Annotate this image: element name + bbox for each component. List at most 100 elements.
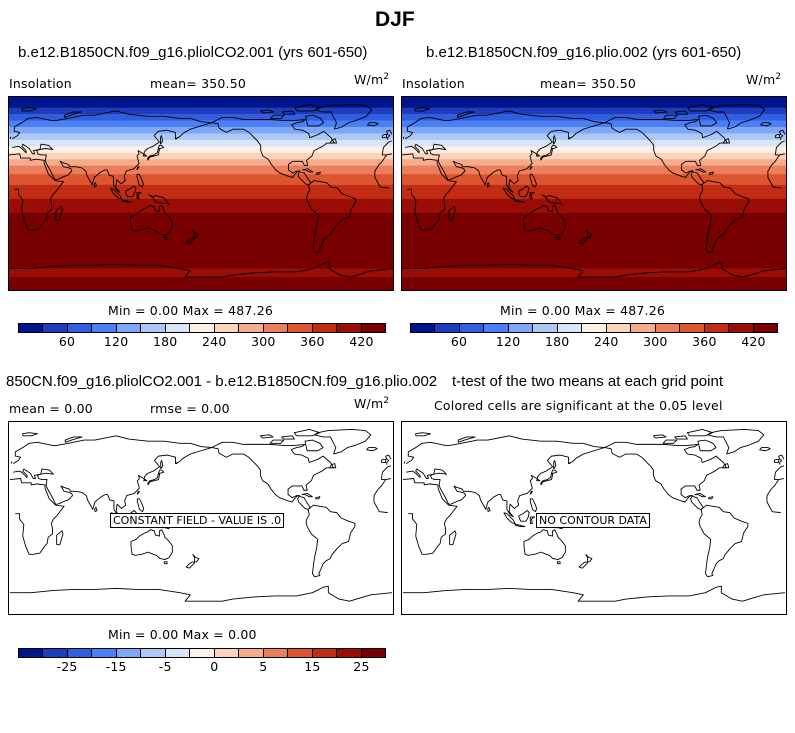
coastline-sulawesi xyxy=(136,191,142,200)
coastline-antarctica xyxy=(402,585,786,602)
coastline-newguinea xyxy=(541,194,563,205)
coastline-nz-s xyxy=(185,237,196,245)
insolation-band xyxy=(9,277,393,290)
coastline-svalbard xyxy=(415,432,431,437)
coastline-madagascar xyxy=(449,530,457,546)
coastline-africa xyxy=(402,153,782,231)
coastline-nz-n xyxy=(585,229,593,238)
coastline-nz-n xyxy=(192,553,200,563)
colorbar-top-right xyxy=(410,323,778,333)
coastline-nz-s xyxy=(578,237,589,245)
figure-title: DJF xyxy=(375,8,415,31)
coastline-hispaniola xyxy=(708,496,714,500)
colorbar-ticks-bottom-left: -25 -15 -5 0 5 15 25 xyxy=(18,659,386,674)
coastline-hokkaido xyxy=(157,144,165,149)
coastline-nz-s xyxy=(578,561,589,569)
minmax-label-top-right: Min = 0.00 Max = 487.26 xyxy=(500,303,666,318)
colorbar-ticks-top-left: 60 120 180 240 300 360 420 xyxy=(18,334,386,349)
colorbar-swatch xyxy=(91,324,116,332)
colorbar-swatch xyxy=(91,649,116,657)
colorbar-swatch xyxy=(140,649,165,657)
coastline-victoria xyxy=(269,114,285,119)
colorbar-tick-label: 5 xyxy=(259,659,268,674)
colorbar-swatch xyxy=(189,324,214,332)
colorbar-top-left xyxy=(18,323,386,333)
coastline-nz-s xyxy=(185,561,196,569)
colorbar-swatch xyxy=(42,649,67,657)
colorbar-ticks-top-right: 60 120 180 240 300 360 420 xyxy=(410,334,778,349)
panel-title-top-left: b.e12.B1850CN.f09_g16.pliolCO2.001 (yrs … xyxy=(18,44,368,61)
colorbar-swatch xyxy=(42,324,67,332)
coastline-tasmania xyxy=(163,561,168,565)
coastline-australia xyxy=(130,529,173,561)
coastline-eurasia xyxy=(11,110,393,193)
coastline-cuba xyxy=(302,168,314,173)
colorbar-tick-label: 420 xyxy=(349,334,374,349)
colorbar-swatch xyxy=(458,324,484,332)
coastline-hokkaido xyxy=(551,469,558,474)
mean-label-bottom-left: mean = 0.00 xyxy=(9,401,93,416)
insolation-map-top-right xyxy=(402,97,786,290)
coastline-kamchatka-isl xyxy=(568,137,571,140)
panel-title-bottom-left: 850CN.f09_g16.pliolCO2.001 - b.e12.B1850… xyxy=(6,373,438,390)
coastline-newfoundland xyxy=(722,463,730,469)
colorbar-swatch xyxy=(115,649,141,657)
ttest-map-bottom-right xyxy=(402,429,786,602)
coastline-borneo xyxy=(517,185,530,198)
coastline-baffin xyxy=(697,439,717,452)
map-panel-top-right xyxy=(401,96,787,291)
coastline-java xyxy=(515,523,526,528)
coastline-sumatra xyxy=(503,512,516,525)
colorbar-swatch xyxy=(311,649,337,657)
colorbar-swatch xyxy=(752,324,778,332)
coastline-nz-n xyxy=(192,229,200,238)
insolation-band xyxy=(9,152,393,160)
colorbar-swatch xyxy=(189,649,214,657)
coastline-sulawesi xyxy=(529,516,536,524)
coastline-ireland xyxy=(380,458,387,463)
insolation-band xyxy=(402,120,786,128)
colorbar-tick-label: 300 xyxy=(251,334,276,349)
colorbar-swatch xyxy=(679,324,704,332)
coastline-kamchatka-isl xyxy=(175,137,178,140)
insolation-band xyxy=(9,212,393,269)
coastline-australia xyxy=(130,204,173,236)
colorbar-swatch xyxy=(262,324,288,332)
coastline-ellesmere xyxy=(686,429,714,437)
colorbar-swatch xyxy=(140,324,165,332)
coastline-north-america xyxy=(604,116,728,186)
coastline-tasmania xyxy=(556,237,561,241)
coastline-iceland xyxy=(759,447,771,452)
coastline-borneo xyxy=(518,510,530,522)
insolation-band xyxy=(402,152,786,160)
colorbar-swatch xyxy=(336,649,361,657)
coastline-ellesmere xyxy=(294,104,321,112)
coastline-uk xyxy=(10,454,392,465)
colorbar-tick-label: 120 xyxy=(495,334,521,349)
coastline-antarctica xyxy=(9,585,393,602)
insolation-band xyxy=(402,139,786,147)
colorbar-swatch xyxy=(434,324,459,332)
coastline-newfoundland xyxy=(329,463,337,469)
colorbar-tick-label: -15 xyxy=(105,659,127,674)
colorbar-swatch xyxy=(164,324,190,332)
insolation-band xyxy=(9,127,393,134)
coastline-newfoundland xyxy=(329,138,337,144)
minmax-label-top-left: Min = 0.00 Max = 487.26 xyxy=(108,303,274,318)
coastline-iceland xyxy=(367,122,379,127)
insolation-band xyxy=(402,212,786,269)
colorbar-swatch xyxy=(728,324,753,332)
mean-label-top-right: mean= 350.50 xyxy=(540,76,637,91)
insolation-band xyxy=(9,174,393,186)
coastline-ellesmere xyxy=(687,104,714,112)
colorbar-swatch xyxy=(507,324,533,332)
units-label-top-right: W/m2 xyxy=(746,72,782,88)
mean-label-top-left: mean= 350.50 xyxy=(150,76,247,91)
colorbar-swatch xyxy=(287,649,312,657)
insolation-band xyxy=(402,133,786,141)
coastline-sakhalin xyxy=(553,135,557,145)
coastline-canada-isl1 xyxy=(674,435,688,440)
colorbar-swatch xyxy=(483,324,508,332)
colorbar-tick-label: 120 xyxy=(103,334,129,349)
panel-title-bottom-right: t-test of the two means at each grid poi… xyxy=(450,373,723,390)
